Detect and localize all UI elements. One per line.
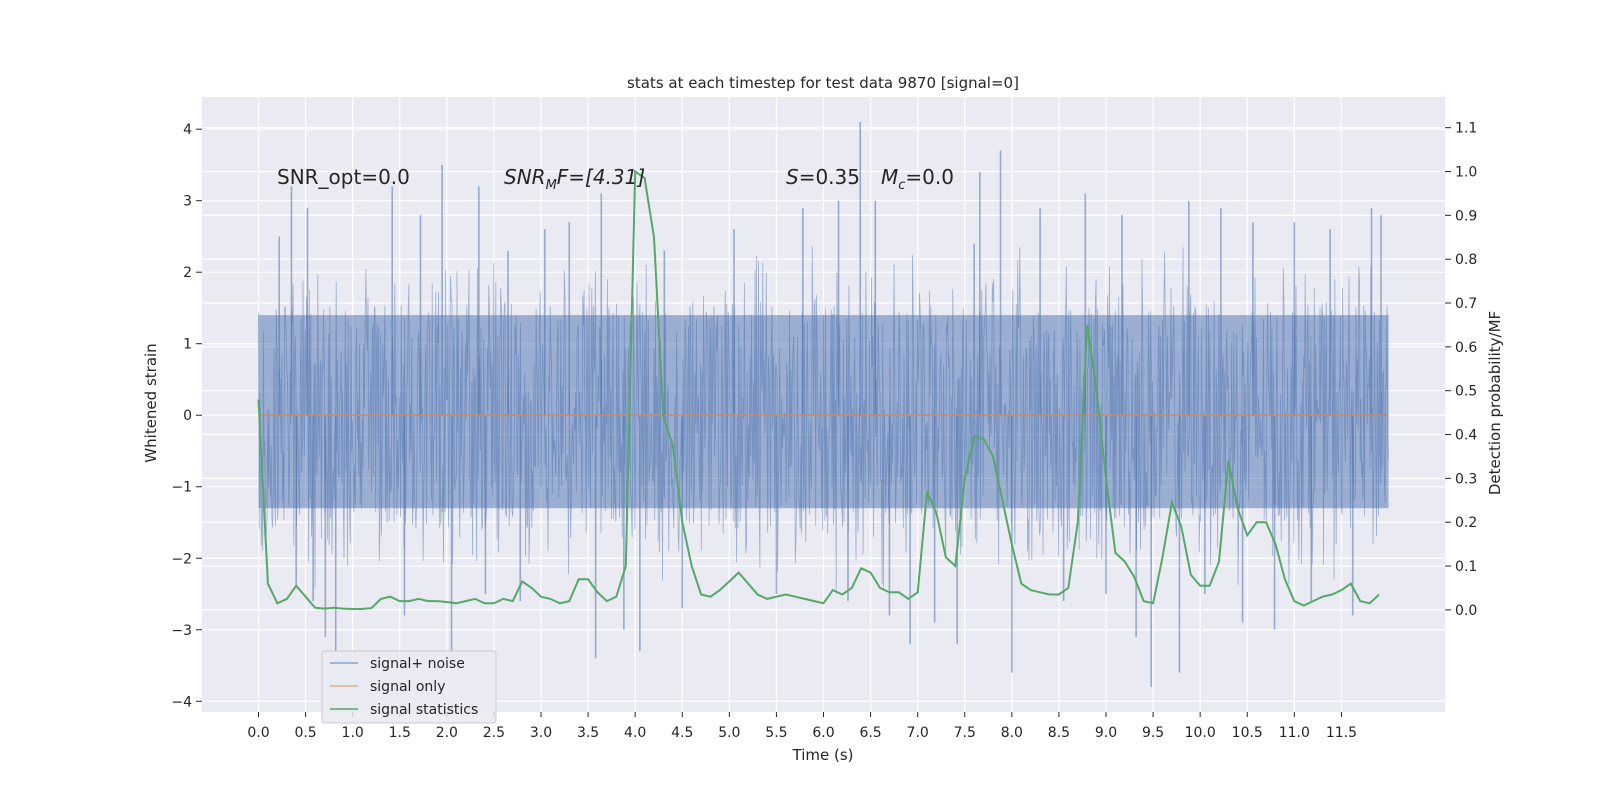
- noise-trace: [258, 246, 1389, 594]
- y-tick-label: 4: [183, 122, 192, 138]
- y2-tick-label: 0.8: [1455, 252, 1477, 268]
- x-tick-label: 2.5: [483, 725, 505, 741]
- y-axis-ticks: −4 −3 −2 −1 0 1 2 3 4: [171, 122, 202, 710]
- y-tick-label: −1: [171, 480, 192, 496]
- y2-axis-ticks: 0.0 0.1 0.2 0.3 0.4 0.5 0.6 0.7 0.8 0.9 1.0 1.1: [1445, 121, 1477, 619]
- y-tick-label: 2: [183, 265, 192, 281]
- x-tick-label: 1.0: [342, 725, 364, 741]
- y-tick-label: −4: [171, 694, 192, 710]
- x-tick-label: 10.0: [1185, 725, 1216, 741]
- legend: signal+ noise signal only signal statist…: [321, 650, 497, 724]
- x-tick-label: 9.0: [1095, 725, 1117, 741]
- annotation-snr-mf: SNRMF=[4.31]: [504, 165, 645, 193]
- y2-tick-label: 0.4: [1455, 428, 1477, 444]
- x-tick-label: 8.5: [1048, 725, 1070, 741]
- y2-tick-label: 0.0: [1455, 603, 1477, 619]
- annotation-s: S=0.35: [786, 165, 860, 189]
- x-tick-label: 7.0: [907, 725, 929, 741]
- plot-content: [257, 122, 1389, 687]
- x-tick-label: 5.5: [765, 725, 787, 741]
- x-tick-label: 6.0: [812, 725, 834, 741]
- legend-label-signal-only: signal only: [370, 679, 445, 695]
- x-tick-label: 10.5: [1232, 725, 1263, 741]
- x-tick-label: 7.5: [954, 725, 976, 741]
- x-axis-ticks: 0.0 0.5 1.0 1.5 2.0 2.5 3.0 3.5 4.0 4.5 5.0 5.5 6.0 6…: [247, 712, 1357, 741]
- y2-tick-label: 0.1: [1455, 559, 1477, 575]
- annotation-snr-opt: SNR_opt=0.0: [277, 165, 410, 189]
- y2-tick-label: 0.6: [1455, 340, 1477, 356]
- series-signal-statistics: [257, 169, 1380, 610]
- y2-tick-label: 0.9: [1455, 208, 1477, 224]
- x-tick-label: 11.0: [1279, 725, 1310, 741]
- x-tick-label: 0.5: [294, 725, 316, 741]
- x-tick-label: 8.0: [1001, 725, 1023, 741]
- legend-label-signal-statistics: signal statistics: [370, 702, 478, 718]
- y-tick-label: −3: [171, 623, 192, 639]
- y2-tick-label: 0.2: [1455, 515, 1477, 531]
- x-tick-label: 4.5: [671, 725, 693, 741]
- series-signal-noise: [258, 122, 1389, 687]
- y-tick-label: 0: [183, 408, 192, 424]
- x-tick-label: 9.5: [1142, 725, 1164, 741]
- x-axis-label: Time (s): [792, 746, 854, 764]
- annotation-mc: Mc=0.0: [881, 165, 954, 193]
- x-tick-label: 6.5: [859, 725, 881, 741]
- x-tick-label: 3.0: [530, 725, 552, 741]
- y2-tick-label: 1.0: [1455, 165, 1477, 181]
- y2-tick-label: 0.3: [1455, 471, 1477, 487]
- y-tick-label: 3: [183, 194, 192, 210]
- x-tick-label: 0.0: [247, 725, 269, 741]
- legend-box: [321, 650, 497, 724]
- y2-tick-label: 1.1: [1455, 121, 1477, 137]
- y2-tick-label: 0.5: [1455, 384, 1477, 400]
- x-tick-label: 2.0: [436, 725, 458, 741]
- y-tick-label: −2: [171, 551, 192, 567]
- x-tick-label: 5.0: [718, 725, 740, 741]
- y2-tick-label: 0.7: [1455, 296, 1477, 312]
- y2-axis-label: Detection probability/MF: [1486, 311, 1504, 495]
- x-tick-label: 11.5: [1326, 725, 1357, 741]
- x-tick-label: 1.5: [389, 725, 411, 741]
- legend-label-signal-noise: signal+ noise: [370, 656, 465, 672]
- y-axis-label: Whitened strain: [142, 343, 160, 462]
- y-tick-label: 1: [183, 337, 192, 353]
- x-tick-label: 3.5: [577, 725, 599, 741]
- x-tick-label: 4.0: [624, 725, 646, 741]
- chart-title: stats at each timestep for test data 987…: [627, 74, 1019, 92]
